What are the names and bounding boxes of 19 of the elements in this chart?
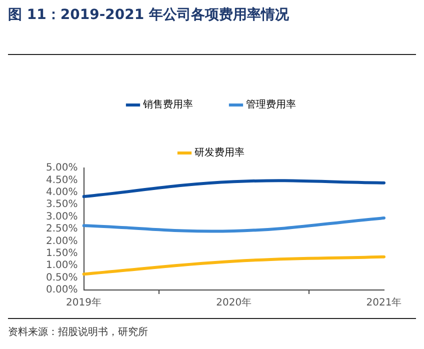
y-tick-label: 1.50% <box>46 248 78 259</box>
legend-label: 管理费用率 <box>246 98 296 111</box>
x-tick-label: 2021年 <box>366 296 402 309</box>
y-tick-label: 2.50% <box>46 224 78 235</box>
y-tick-label: 0.00% <box>46 284 78 296</box>
y-tick-label: 3.00% <box>46 211 78 222</box>
y-tick-label: 4.50% <box>46 174 78 186</box>
x-tick-label: 2020年 <box>216 296 252 309</box>
y-tick-label: 0.50% <box>46 272 78 284</box>
y-tick-label: 5.00% <box>46 162 78 174</box>
y-tick-label: 3.50% <box>46 199 78 210</box>
text: 资料来源：招股说明书，研究所 <box>8 326 148 339</box>
x-tick-label: 2019年 <box>66 296 102 309</box>
legend-label: 研发费用率 <box>194 146 244 159</box>
legend-label: 销售费用率 <box>142 98 193 111</box>
y-tick-label: 2.00% <box>46 236 78 247</box>
y-tick-label: 4.00% <box>46 186 78 198</box>
chart-title: 图 11：2019-2021 年公司各项费用率情况 <box>8 6 289 24</box>
y-tick-label: 1.00% <box>46 260 78 272</box>
